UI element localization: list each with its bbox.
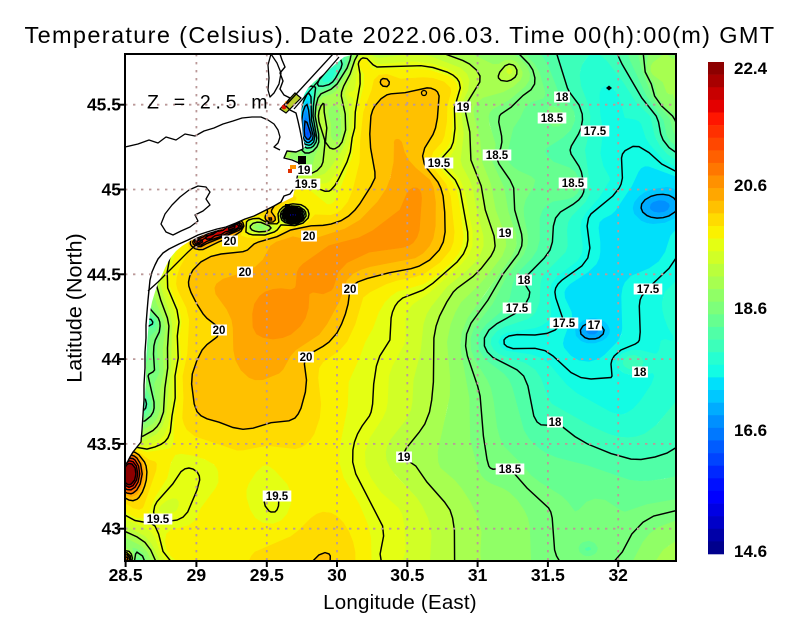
svg-text:22.4: 22.4	[734, 59, 768, 78]
svg-text:19.5: 19.5	[428, 158, 451, 170]
svg-text:43.5: 43.5	[87, 434, 121, 454]
svg-text:20: 20	[224, 236, 237, 248]
svg-text:19: 19	[457, 102, 470, 114]
svg-text:19: 19	[298, 165, 311, 177]
svg-text:17.5: 17.5	[553, 318, 576, 330]
svg-text:32: 32	[608, 565, 628, 585]
svg-text:18.5: 18.5	[499, 464, 522, 476]
svg-text:45.5: 45.5	[87, 95, 121, 115]
svg-text:19.5: 19.5	[295, 179, 318, 191]
svg-text:18.5: 18.5	[541, 113, 564, 125]
svg-text:19.5: 19.5	[147, 514, 170, 526]
svg-text:20: 20	[213, 325, 226, 337]
svg-text:Longitude (East): Longitude (East)	[323, 591, 477, 614]
svg-text:44.5: 44.5	[87, 264, 121, 284]
svg-text:17: 17	[588, 320, 601, 332]
svg-text:18.6: 18.6	[734, 299, 767, 318]
svg-text:19.5: 19.5	[266, 491, 289, 503]
svg-text:Latitude (North): Latitude (North)	[63, 233, 87, 382]
svg-text:14.6: 14.6	[734, 542, 767, 561]
svg-text:18: 18	[549, 417, 562, 429]
svg-text:29.5: 29.5	[250, 565, 284, 585]
svg-text:31: 31	[468, 565, 488, 585]
svg-text:17.5: 17.5	[637, 284, 660, 296]
svg-text:28.5: 28.5	[109, 565, 143, 585]
svg-text:18: 18	[518, 275, 531, 287]
svg-text:20: 20	[300, 352, 313, 364]
svg-text:20: 20	[344, 284, 357, 296]
svg-text:16.6: 16.6	[734, 421, 767, 440]
svg-text:43: 43	[102, 519, 122, 539]
svg-text:20.6: 20.6	[734, 176, 767, 195]
svg-text:18: 18	[634, 367, 647, 379]
svg-text:17.5: 17.5	[584, 126, 607, 138]
svg-text:Z = 2.5 m: Z = 2.5 m	[147, 92, 272, 114]
svg-text:29: 29	[187, 565, 207, 585]
svg-text:30: 30	[327, 565, 347, 585]
svg-text:18: 18	[556, 92, 569, 104]
svg-text:44: 44	[102, 349, 122, 369]
svg-text:18.5: 18.5	[486, 150, 509, 162]
svg-text:19: 19	[499, 228, 512, 240]
svg-text:17.5: 17.5	[506, 303, 529, 315]
svg-text:30.5: 30.5	[390, 565, 424, 585]
svg-text:Temperature (Celsius). Date 20: Temperature (Celsius). Date 2022.06.03. …	[24, 22, 775, 48]
svg-text:20: 20	[239, 267, 252, 279]
svg-text:31.5: 31.5	[531, 565, 565, 585]
svg-text:20: 20	[303, 231, 316, 243]
svg-text:18.5: 18.5	[562, 178, 585, 190]
svg-text:19: 19	[398, 452, 411, 464]
svg-text:45: 45	[102, 180, 122, 200]
